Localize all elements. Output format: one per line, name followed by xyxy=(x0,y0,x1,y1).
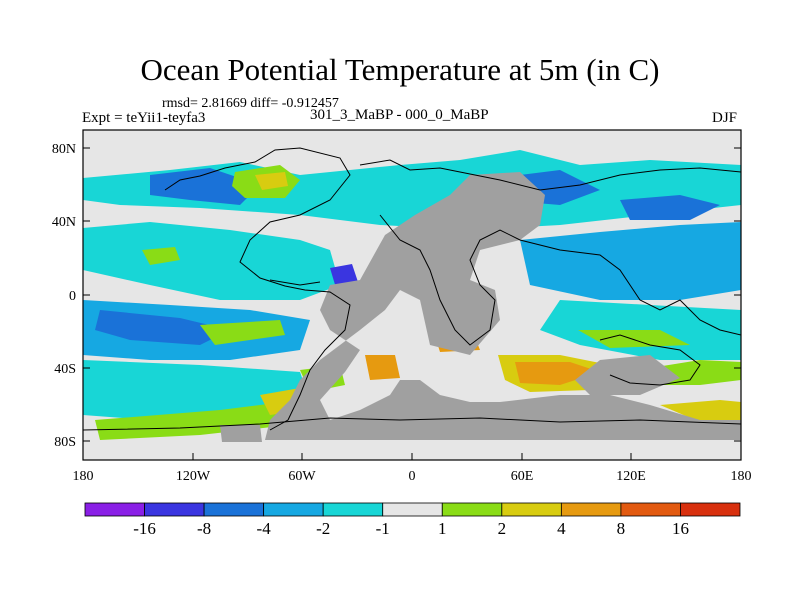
lon-label: 60E xyxy=(511,469,534,484)
colorbar-swatch xyxy=(203,502,265,517)
colorbar-labels: -16 -8 -4 -2 -1 1 2 4 8 16 xyxy=(133,519,689,538)
experiment-label: Expt = teYii1-teyfa3 xyxy=(82,110,206,126)
blue-patch-3 xyxy=(620,195,720,220)
colorbar-label: 8 xyxy=(617,519,626,538)
colorbar-swatch xyxy=(84,502,145,517)
lon-label: 120W xyxy=(176,469,211,484)
difference-label: 301_3_MaBP - 000_0_MaBP xyxy=(310,107,489,123)
colorbar-label: -4 xyxy=(257,519,272,538)
map-plot-area xyxy=(83,130,741,460)
colorbar-label: 16 xyxy=(672,519,689,538)
lat-label: 80N xyxy=(52,142,76,157)
season-label: DJF xyxy=(712,110,738,126)
lon-labels: 180 120W 60W 0 60E 120E 180 xyxy=(73,469,752,484)
colorbar-label: -1 xyxy=(376,519,390,538)
colorbar-label: -16 xyxy=(133,519,156,538)
orange-patch-indian-ocean xyxy=(515,362,600,385)
coastlines xyxy=(83,147,741,431)
yellow-patch-southern xyxy=(660,400,741,422)
colorbar xyxy=(84,502,741,517)
lat-labels: 80N 40N 0 40S 80S xyxy=(52,142,76,450)
colorbar-label: 4 xyxy=(557,519,566,538)
colorbar-swatch xyxy=(560,502,622,517)
blue-patch-4 xyxy=(95,310,230,345)
lat-label: 40N xyxy=(52,215,76,230)
blue-patch-1 xyxy=(150,168,260,205)
lon-label: 60W xyxy=(288,469,316,484)
lon-label: 0 xyxy=(409,469,416,484)
colorbar-swatch xyxy=(382,502,443,517)
orange-patch-south-atlantic xyxy=(365,355,400,380)
colorbar-swatch xyxy=(322,502,384,517)
colorbar-label: 2 xyxy=(498,519,507,538)
colorbar-swatch xyxy=(263,502,324,517)
lon-label: 180 xyxy=(731,469,752,484)
colorbar-swatch xyxy=(441,502,503,517)
axis-ticks xyxy=(82,147,742,460)
lat-label: 40S xyxy=(54,362,76,377)
green-band-southern-ocean xyxy=(95,400,300,440)
lon-label: 120E xyxy=(616,469,646,484)
colorbar-label: -8 xyxy=(197,519,211,538)
yellow-patch-north-america xyxy=(255,172,288,190)
land-mask-antarctic-west xyxy=(220,425,262,442)
colorbar-swatch xyxy=(680,502,741,517)
green-patch-pacific xyxy=(142,247,180,265)
lat-label: 80S xyxy=(54,435,76,450)
colorbar-label: -2 xyxy=(316,519,330,538)
rmsd-diff-stats: rmsd= 2.81669 diff= -0.912457 xyxy=(162,96,339,111)
colorbar-swatch xyxy=(620,502,681,517)
cyan-band-north xyxy=(83,150,741,230)
land-mask-main xyxy=(265,172,741,440)
green-patch-south-pacific xyxy=(200,320,285,345)
map-title: Ocean Potential Temperature at 5m (in C) xyxy=(140,52,660,87)
lon-label: 180 xyxy=(73,469,94,484)
lat-label: 0 xyxy=(69,289,76,304)
cyan-band-southern xyxy=(83,360,310,420)
green-patch-indian xyxy=(578,330,690,348)
blue-band-indopacific xyxy=(520,222,741,300)
colorbar-swatch xyxy=(501,502,562,517)
colorbar-swatch xyxy=(144,502,205,517)
colorbar-label: 1 xyxy=(438,519,447,538)
